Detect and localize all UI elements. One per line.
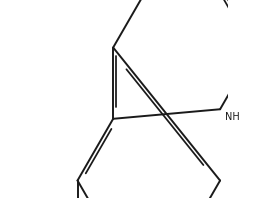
Text: NH: NH [225, 112, 240, 122]
